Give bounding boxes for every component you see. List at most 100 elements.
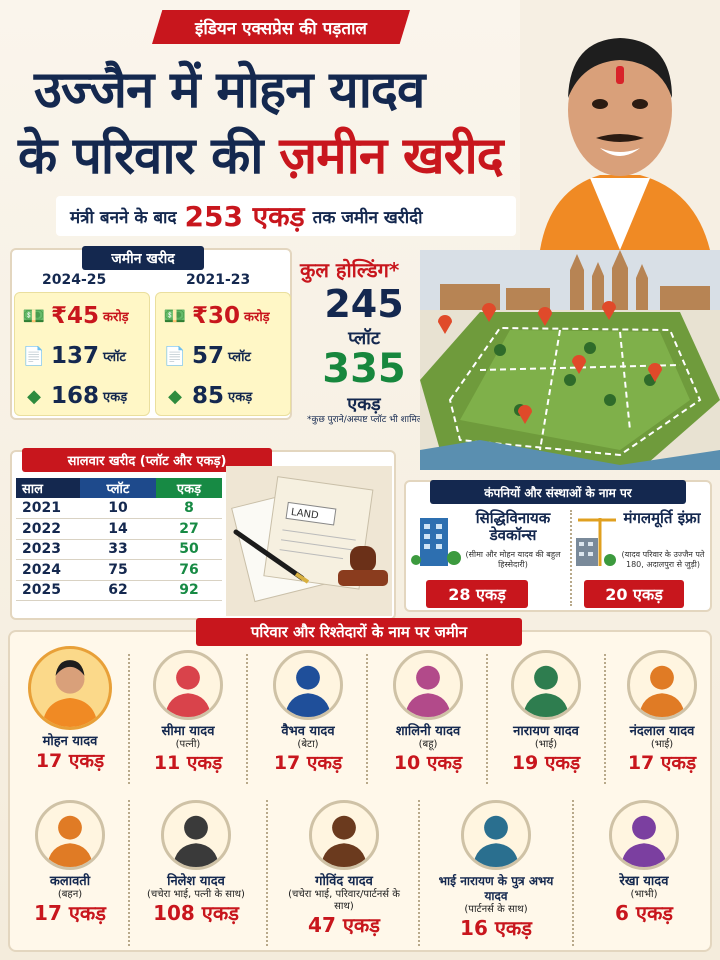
relative-acres: 108 एकड़ xyxy=(153,901,239,925)
relative-acres: 16 एकड़ xyxy=(460,916,532,940)
person-silhouette-icon xyxy=(461,800,531,870)
person-silhouette-icon xyxy=(309,800,379,870)
person-silhouette-icon xyxy=(273,650,343,720)
col-header-plots: प्लॉट xyxy=(80,478,156,498)
headline-line-1: उज्जैन में मोहन यादव xyxy=(34,61,425,120)
acres-cell: 76 xyxy=(156,559,222,581)
relative-card: वैभव यादव (बेटा) 17 एकड़ xyxy=(250,650,366,775)
money-icon: 💵 xyxy=(22,305,46,327)
money-icon: 💵 xyxy=(163,305,187,327)
table-row: 2025 62 92 xyxy=(16,580,222,601)
plots-value: 57 xyxy=(192,343,225,369)
relative-relation: (चचेरा भाई, परिवार/पार्टनर्स के साथ) xyxy=(288,889,400,912)
company-acres-1: 28 एकड़ xyxy=(426,580,528,608)
plots-cell: 33 xyxy=(80,539,156,560)
relative-name: भाई नारायण के पुत्र अभय यादव xyxy=(438,874,554,903)
relative-card: रेखा यादव (भाभी) 6 एकड़ xyxy=(586,800,702,925)
relative-acres: 17 एकड़ xyxy=(34,901,106,925)
company-name-2: मंगलमूर्ति इंफ्रा xyxy=(623,509,701,527)
relative-card: मोहन यादव 17 एकड़ xyxy=(12,646,128,773)
headline-line-2-a: के परिवार की xyxy=(18,127,280,186)
money-value: ₹45 xyxy=(51,303,100,329)
money-unit: करोड़ xyxy=(103,310,129,325)
relative-relation: (बहू) xyxy=(418,739,438,750)
acres-cell: 27 xyxy=(156,518,222,540)
person-silhouette-icon xyxy=(393,650,463,720)
total-acres-unit: एकड़ xyxy=(347,394,381,415)
construction-crane-icon xyxy=(576,518,616,566)
row-divider xyxy=(246,654,248,784)
relative-name: मोहन यादव xyxy=(42,734,98,749)
company-note-2: (यादव परिवार के उज्जैन पते 180, अदालपुरा… xyxy=(621,550,705,569)
person-silhouette-icon xyxy=(161,800,231,870)
relative-card: निलेश यादव (चचेरा भाई, पत्नी के साथ) 108 ए… xyxy=(138,800,254,925)
mohan-yadav-avatar xyxy=(28,646,112,730)
year-cell: 2022 xyxy=(16,518,80,540)
relative-acres: 19 एकड़ xyxy=(511,752,581,774)
land-documents-illustration: LAND xyxy=(226,466,392,616)
row-divider xyxy=(572,800,574,946)
company-note-1: (सीमा और मोहन यादव की बहुल हिस्सेदारी) xyxy=(465,550,561,569)
acres-cell: 8 xyxy=(156,498,222,519)
relative-name: सीमा यादव xyxy=(161,724,215,739)
row-divider xyxy=(266,800,268,946)
acres-unit: एकड़ xyxy=(103,390,128,405)
money-row: 💵 ₹45 करोड़ xyxy=(15,297,151,335)
subheadline-a: मंत्री बनने के बाद xyxy=(70,207,177,228)
relative-name: नंदलाल यादव xyxy=(629,724,695,739)
total-plots: 245 xyxy=(324,282,404,326)
plots-cell: 10 xyxy=(80,498,156,519)
relative-name: शालिनी यादव xyxy=(395,724,461,739)
relative-name: रेखा यादव xyxy=(619,874,669,889)
acres-value: 168 xyxy=(51,383,100,409)
year-cell: 2025 xyxy=(16,580,80,601)
relative-relation: (भाई) xyxy=(650,739,674,750)
row-divider xyxy=(128,800,130,946)
company-name-1: सिद्धिविनायक डेवकॉन्स xyxy=(475,509,551,544)
relative-relation: (भाई) xyxy=(534,739,558,750)
table-row: 2024 75 76 xyxy=(16,559,222,581)
acres-value: 85 xyxy=(192,383,225,409)
office-building-icon xyxy=(411,518,461,566)
acres-row: ◆ 85 एकड़ xyxy=(156,377,292,415)
relative-relation: (पार्टनर्स के साथ) xyxy=(464,904,528,915)
year-cell: 2023 xyxy=(16,539,80,560)
col-header-acres: एकड़ xyxy=(156,478,222,498)
yearly-table: साल प्लॉट एकड़ 2021 10 8 2022 14 27 2023 33 50… xyxy=(16,478,222,601)
subheadline-big: 253 एकड़ xyxy=(184,200,305,233)
land-icon: ◆ xyxy=(168,385,182,407)
row-divider xyxy=(604,654,606,784)
relative-acres: 10 एकड़ xyxy=(393,752,463,774)
relative-card: भाई नारायण के पुत्र अभय यादव (पार्टनर्स क… xyxy=(438,800,554,940)
land-icon: ◆ xyxy=(27,385,41,407)
headline-line-2: के परिवार की ज़मीन खरीद xyxy=(18,118,504,188)
money-value: ₹30 xyxy=(192,303,241,329)
land-plots-illustration xyxy=(420,250,720,470)
plots-cell: 14 xyxy=(80,518,156,540)
acres-cell: 50 xyxy=(156,539,222,560)
period-year-1: 2024-25 xyxy=(42,272,107,288)
row-divider xyxy=(128,654,130,784)
table-row: 2023 33 50 xyxy=(16,539,222,560)
person-silhouette-icon xyxy=(511,650,581,720)
mohan-yadav-portrait xyxy=(520,0,720,250)
relative-relation: (बहन) xyxy=(57,889,83,900)
year-cell: 2024 xyxy=(16,559,80,581)
purchase-tag: जमीन खरीद xyxy=(82,246,204,270)
acres-cell: 92 xyxy=(156,580,222,601)
relative-name: नारायण यादव xyxy=(513,724,579,739)
plots-value: 137 xyxy=(51,343,100,369)
person-silhouette-icon xyxy=(627,650,697,720)
plots-row: 📄 57 प्लॉट xyxy=(156,337,292,375)
relative-relation: (चचेरा भाई, पत्नी के साथ) xyxy=(147,889,245,900)
companies-tag: कंपनियों और संस्थाओं के नाम पर xyxy=(430,480,686,504)
money-row: 💵 ₹30 करोड़ xyxy=(156,297,292,335)
relative-relation: (बेटा) xyxy=(297,739,319,750)
document-icon: 📄 xyxy=(22,345,46,367)
relative-card: गोविंद यादव (चचेरा भाई, परिवार/पार्टनर्स … xyxy=(286,800,402,937)
row-divider xyxy=(486,654,488,784)
subheadline-b: तक जमीन खरीदी xyxy=(312,207,423,228)
period-card-2024-25: 💵 ₹45 करोड़ 📄 137 प्लॉट ◆ 168 एकड़ xyxy=(14,292,150,416)
person-silhouette-icon xyxy=(35,800,105,870)
